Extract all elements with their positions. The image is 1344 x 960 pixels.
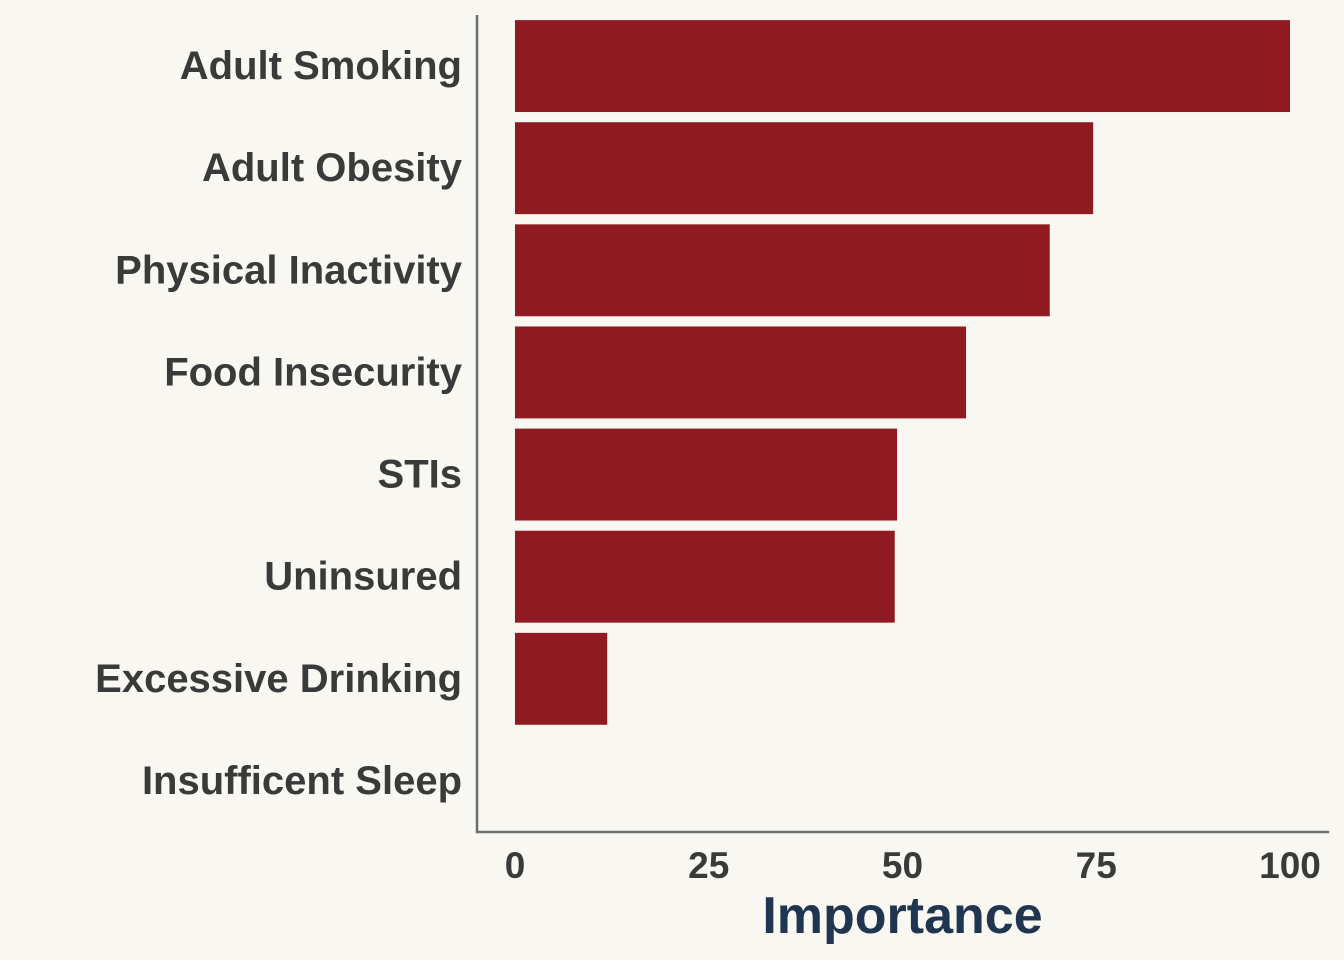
category-label: Adult Smoking: [180, 44, 462, 88]
bar-stis: [514, 428, 898, 521]
bar-adult-obesity: [514, 122, 1094, 215]
bars-layer: [514, 20, 1291, 725]
category-label: Excessive Drinking: [95, 657, 462, 701]
category-label: STIs: [378, 453, 462, 497]
category-labels: Adult Smoking Adult Obesity Physical Inact…: [95, 44, 463, 803]
bar-food-insecurity: [514, 326, 967, 419]
x-tick-label: 75: [1076, 845, 1117, 886]
x-tick-label: 50: [882, 845, 923, 886]
category-label: Adult Obesity: [202, 146, 463, 190]
x-axis-title: Importance: [762, 887, 1042, 945]
x-tick-labels: 0 25 50 75 100: [505, 845, 1321, 886]
category-label: Food Insecurity: [164, 350, 463, 394]
x-tick-label: 100: [1259, 845, 1321, 886]
bar-uninsured: [514, 530, 895, 623]
x-tick-label: 25: [688, 845, 729, 886]
category-label: Physical Inactivity: [115, 248, 463, 292]
bar-adult-smoking: [514, 20, 1291, 113]
axis-lines: [475, 15, 1330, 834]
bar-excessive-drinking: [514, 632, 608, 725]
bar-physical-inactivity: [514, 224, 1050, 317]
x-tick-label: 0: [505, 845, 526, 886]
category-label: Uninsured: [264, 555, 462, 599]
category-label: Insufficent Sleep: [142, 759, 462, 803]
